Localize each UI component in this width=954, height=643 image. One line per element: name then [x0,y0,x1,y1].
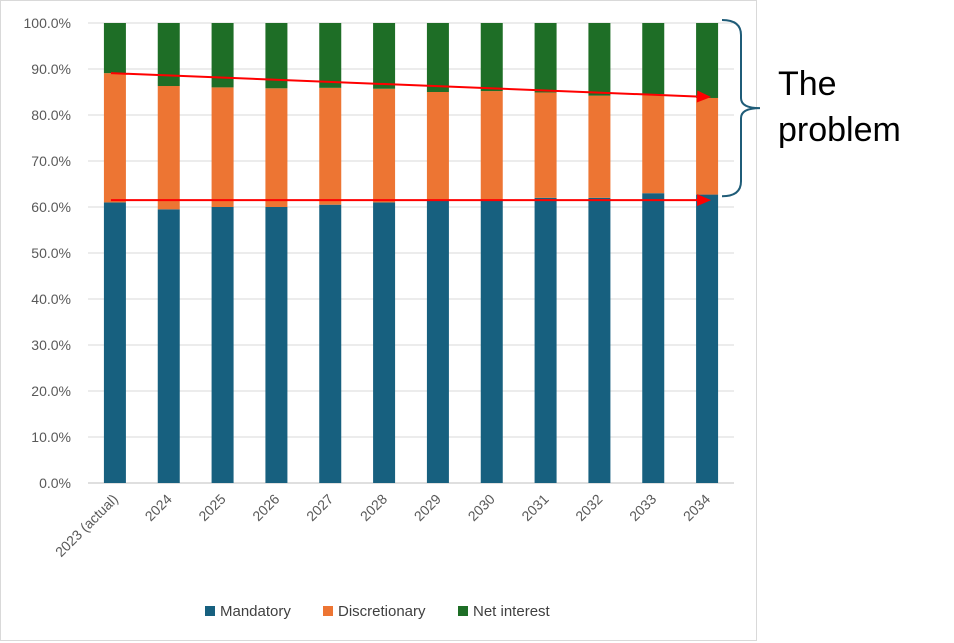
bar-mandatory [265,207,288,483]
bar-mandatory [480,200,503,483]
x-tick-label: 2034 [680,491,713,524]
x-tick-label: 2026 [249,491,282,524]
x-tick-label: 2032 [572,491,605,524]
bar-discretionary [642,94,665,194]
y-tick-label: 70.0% [31,153,71,169]
bar-net-interest [157,23,180,87]
legend-label-discretionary: Discretionary [338,603,426,620]
x-tick-label: 2023 (actual) [52,491,121,560]
legend-swatch-discretionary [323,606,333,616]
x-tick-label: 2029 [411,491,444,524]
bar-discretionary [373,88,396,203]
x-tick-label: 2030 [465,491,498,524]
bar-mandatory [373,202,396,483]
y-tick-label: 40.0% [31,291,71,307]
x-tick-label: 2033 [626,491,659,524]
y-axis-tick-labels: 0.0% 10.0% 20.0% 30.0% 40.0% 50.0% 60.0% 70.0% 8… [24,15,71,491]
bar-discretionary [696,97,719,195]
legend-swatch-net-interest [458,606,468,616]
bar-mandatory [157,209,180,484]
bar-discretionary [103,73,126,203]
bar-mandatory [588,197,611,484]
y-tick-label: 90.0% [31,61,71,77]
y-tick-label: 10.0% [31,429,71,445]
arrow-line [110,72,700,98]
callout-text: The problem [778,65,901,149]
bar-net-interest [642,23,665,95]
brace-annotation [721,19,761,198]
curly-brace [721,19,761,198]
bar-mandatory [642,193,665,483]
x-tick-label: 2024 [142,491,175,524]
bar-discretionary [480,91,503,201]
y-tick-label: 0.0% [39,475,71,491]
bar-mandatory [534,197,557,484]
y-tick-label: 60.0% [31,199,71,215]
bar-mandatory [319,204,342,483]
bar-net-interest [373,23,396,89]
annotation-arrows [110,72,712,207]
bars [103,23,719,484]
bar-net-interest [696,23,719,98]
y-tick-label: 100.0% [24,15,71,31]
x-axis-tick-labels: 2023 (actual) 2024 2025 2026 2027 2028 2029 203… [52,491,713,560]
bar-discretionary [588,95,611,198]
bar-net-interest [426,23,449,92]
y-tick-label: 30.0% [31,337,71,353]
y-tick-label: 80.0% [31,107,71,123]
bar-discretionary [426,92,449,201]
bar-discretionary [211,87,234,207]
legend: Mandatory Discretionary Net interest [205,603,551,620]
bar-mandatory [211,207,234,483]
bar-net-interest [211,23,234,88]
callout-line-1: The [778,65,837,103]
y-tick-label: 20.0% [31,383,71,399]
x-tick-label: 2027 [303,491,336,524]
bar-net-interest [480,23,503,92]
legend-label-net-interest: Net interest [473,603,551,620]
x-tick-label: 2028 [357,491,390,524]
arrow-head [697,194,712,207]
legend-swatch-mandatory [205,606,215,616]
callout-line-2: problem [778,111,901,149]
bar-net-interest [588,23,611,96]
bar-mandatory [103,202,126,483]
x-tick-label: 2031 [518,491,551,524]
x-tick-label: 2025 [195,491,228,524]
bar-discretionary [319,87,342,205]
bar-mandatory [696,194,719,483]
bar-net-interest [265,23,288,89]
bar-discretionary [265,88,288,207]
bar-net-interest [534,23,557,93]
y-tick-label: 50.0% [31,245,71,261]
bar-net-interest [319,23,342,88]
arrow-head [696,90,712,103]
bar-discretionary [157,86,180,210]
bar-mandatory [426,200,449,483]
bar-net-interest [103,23,126,74]
legend-label-mandatory: Mandatory [220,603,291,620]
bar-discretionary [534,92,557,198]
gridlines [88,22,734,484]
